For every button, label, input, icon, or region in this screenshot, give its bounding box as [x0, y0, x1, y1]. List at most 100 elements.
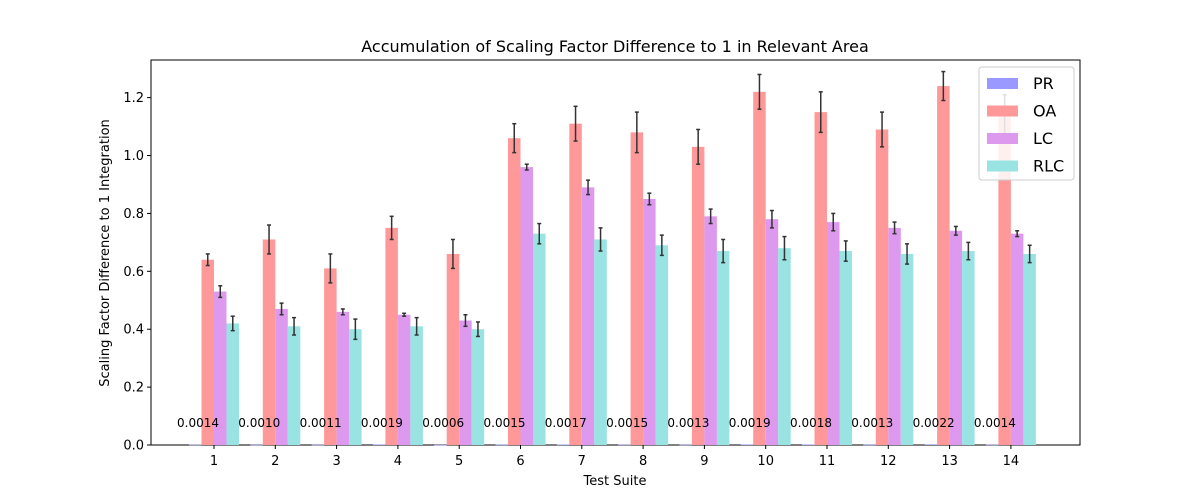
x-tick-label: 6: [516, 454, 524, 469]
bar-oa: [998, 115, 1011, 445]
data-label: 0.0011: [300, 416, 342, 430]
data-label: 0.0010: [238, 416, 280, 430]
bar-pr: [189, 444, 202, 446]
data-label: 0.0019: [729, 416, 771, 430]
legend-swatch-rlc: [987, 160, 1018, 172]
bar-pr: [372, 444, 386, 446]
x-tick-label: 9: [700, 454, 708, 469]
bar-oa: [201, 259, 214, 445]
bar-lc: [336, 311, 350, 445]
bar-pr: [434, 444, 447, 446]
bar-lc: [1010, 233, 1024, 445]
bar-rlc: [410, 326, 423, 445]
data-label: 0.0013: [851, 416, 893, 430]
bar-rlc: [962, 251, 975, 445]
data-label: 0.0014: [177, 416, 219, 430]
bar-rlc: [226, 323, 239, 445]
legend-frame: [978, 66, 1075, 181]
x-tick-label: 11: [819, 454, 836, 469]
y-tick-label: 0.6: [123, 265, 144, 280]
bar-lc: [275, 308, 288, 445]
bar-lc: [643, 198, 656, 445]
bar-oa: [385, 227, 398, 445]
data-label: 0.0019: [361, 416, 403, 430]
bar-oa: [814, 112, 827, 446]
bar-rlc: [778, 248, 791, 445]
bar-lc: [397, 314, 411, 445]
bar-rlc: [594, 239, 607, 445]
bar-pr: [495, 444, 508, 446]
bar-rlc: [287, 326, 301, 445]
x-axis-label: Test Suite: [583, 474, 647, 489]
data-label: 0.0022: [913, 416, 955, 430]
bar-rlc: [839, 251, 852, 445]
x-tick-label: 3: [332, 454, 340, 469]
bar-lc: [888, 227, 901, 445]
bar-rlc: [349, 329, 362, 445]
bar-oa: [262, 239, 276, 445]
bar-pr: [985, 444, 999, 446]
y-tick-label: 0.2: [123, 381, 144, 396]
x-tick-label: 5: [455, 454, 463, 469]
bar-lc: [459, 320, 472, 445]
bar-pr: [556, 444, 570, 446]
bar-oa: [569, 123, 582, 446]
bar-oa: [508, 138, 521, 445]
bar-lc: [581, 187, 595, 446]
y-tick-label: 1.0: [123, 149, 144, 164]
x-tick-label: 8: [639, 454, 647, 469]
bar-pr: [740, 444, 754, 446]
plot-area: 0.00.20.40.60.81.01.21 2 3 4 5 6 7 8 9 10 11 12 13 14…: [123, 59, 1081, 469]
bar-pr: [250, 444, 263, 446]
bar-oa: [875, 129, 889, 445]
bar-lc: [765, 219, 779, 445]
bar-lc: [704, 216, 717, 445]
legend-label-pr: PR: [1033, 74, 1054, 93]
bar-pr: [679, 444, 692, 446]
bar-rlc: [655, 245, 669, 445]
bar-pr: [863, 444, 876, 446]
bar-rlc: [716, 251, 730, 445]
data-label: 0.0006: [422, 416, 464, 430]
bar-oa: [691, 146, 705, 445]
x-tick-label: 14: [1003, 454, 1020, 469]
y-tick-label: 0.4: [123, 323, 144, 338]
legend-swatch-oa: [987, 105, 1018, 117]
data-label: 0.0015: [606, 416, 648, 430]
legend-label-oa: OA: [1033, 102, 1056, 121]
legend: PR OA LC RLC: [978, 66, 1075, 181]
bar-pr: [924, 444, 938, 445]
legend-swatch-pr: [987, 78, 1018, 89]
y-tick-label: 0.8: [123, 207, 144, 222]
bar-rlc: [471, 329, 485, 445]
x-tick-label: 4: [394, 454, 402, 469]
chart-title: Accumulation of Scaling Factor Differenc…: [361, 37, 869, 56]
bar-pr: [311, 444, 325, 446]
x-tick-label: 10: [757, 454, 774, 469]
bar-oa: [630, 132, 644, 446]
y-tick-label: 1.2: [123, 91, 144, 106]
data-label: 0.0015: [484, 416, 526, 430]
bar-oa: [446, 253, 460, 445]
bar-lc: [520, 167, 533, 445]
bar-oa: [324, 268, 337, 445]
bar-lc: [214, 291, 227, 445]
bar-rlc: [1023, 253, 1036, 445]
legend-label-rlc: RLC: [1033, 157, 1064, 176]
data-label: 0.0014: [974, 416, 1016, 430]
legend-swatch-lc: [987, 133, 1018, 144]
bar-oa: [937, 86, 950, 445]
y-axis-label: Scaling Factor Difference to 1 Integrati…: [98, 119, 113, 387]
data-label: 0.0018: [790, 416, 832, 430]
x-tick-label: 13: [941, 454, 958, 469]
bar-rlc: [900, 253, 914, 445]
bar-rlc: [533, 233, 546, 445]
x-tick-label: 2: [271, 454, 279, 469]
x-tick-label: 12: [880, 454, 897, 469]
bar-oa: [753, 91, 766, 445]
x-tick-label: 7: [578, 454, 586, 469]
bar-lc: [949, 230, 963, 445]
data-label: 0.0017: [545, 416, 587, 430]
data-label: 0.0013: [667, 416, 709, 430]
